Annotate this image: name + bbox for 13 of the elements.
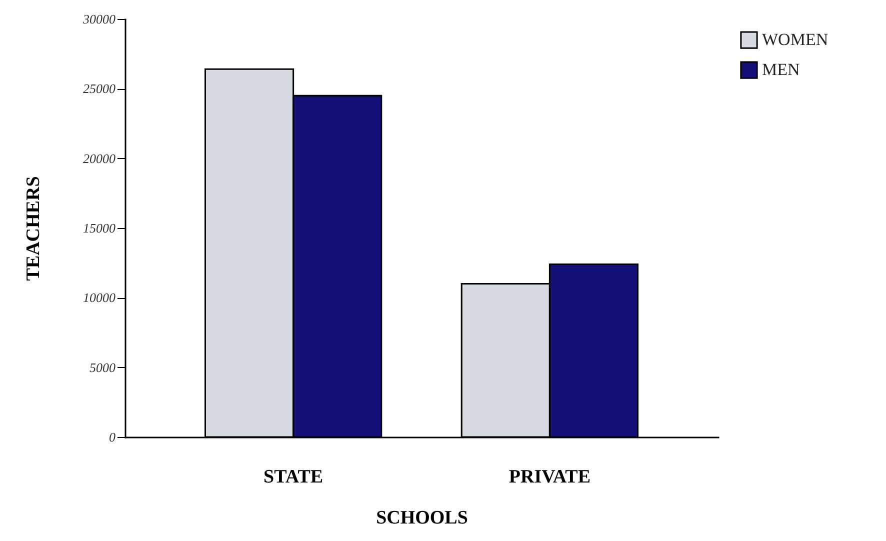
legend-label: MEN [762,60,800,79]
y-tick-label: 25000 [83,81,116,96]
x-tick-label: PRIVATE [508,466,591,488]
x-tick-label: STATE [264,466,324,488]
y-axis-title: TEACHERS [23,176,44,281]
y-tick-label: 10000 [83,290,116,306]
x-axis-title: SCHOOLS [376,508,468,528]
y-tick-label: 20000 [83,150,116,166]
legend-label: WOMEN [762,30,828,49]
y-tick-label: 30000 [82,12,116,26]
y-tick-label: 15000 [83,220,116,236]
y-tick-label: 0 [109,430,116,444]
y-tick-label: 5000 [90,360,116,375]
